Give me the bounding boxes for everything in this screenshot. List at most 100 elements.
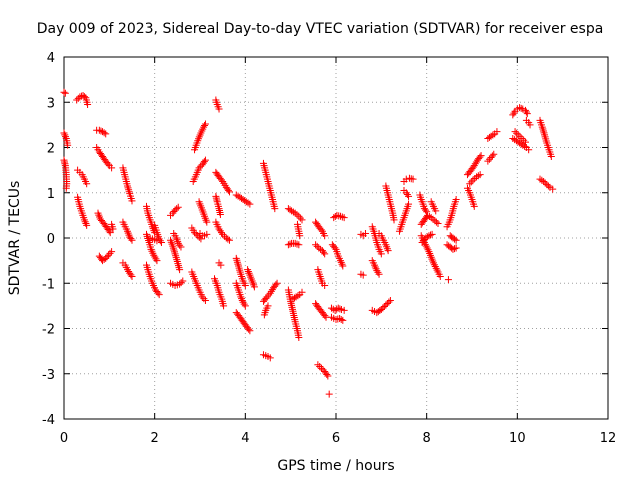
y-tick-label: 3 bbox=[47, 96, 55, 111]
data-point bbox=[484, 157, 492, 165]
x-tick-label: 6 bbox=[332, 431, 340, 446]
data-point bbox=[522, 108, 530, 116]
data-point bbox=[177, 243, 185, 251]
data-point bbox=[490, 150, 498, 158]
data-point bbox=[324, 372, 332, 380]
data-point bbox=[386, 296, 394, 304]
data-point bbox=[273, 279, 281, 287]
data-point bbox=[191, 229, 199, 237]
data-point bbox=[284, 241, 292, 249]
data-point bbox=[516, 104, 524, 112]
data-point bbox=[195, 164, 203, 172]
data-point bbox=[201, 120, 209, 128]
data-point bbox=[521, 142, 529, 150]
data-point bbox=[298, 288, 306, 296]
data-point bbox=[293, 211, 301, 219]
data-point bbox=[246, 200, 254, 208]
data-point bbox=[246, 327, 254, 335]
data-point bbox=[514, 131, 522, 139]
data-point bbox=[264, 302, 272, 310]
data-point bbox=[83, 221, 91, 229]
data-point bbox=[124, 184, 132, 192]
data-point bbox=[312, 241, 320, 249]
data-point bbox=[409, 175, 417, 183]
data-point bbox=[452, 244, 460, 252]
data-point bbox=[220, 232, 228, 240]
chart-title: Day 009 of 2023, Sidereal Day-to-day VTE… bbox=[37, 21, 604, 37]
data-point bbox=[291, 209, 299, 217]
data-point bbox=[173, 205, 181, 213]
data-point bbox=[64, 141, 72, 149]
data-point bbox=[271, 205, 279, 213]
data-point bbox=[60, 88, 68, 96]
data-point bbox=[102, 130, 110, 138]
data-point bbox=[384, 247, 392, 255]
data-point bbox=[296, 214, 304, 222]
data-point bbox=[436, 272, 444, 280]
data-point bbox=[95, 126, 103, 134]
data-point bbox=[493, 128, 501, 136]
data-point bbox=[106, 249, 114, 257]
data-point bbox=[272, 281, 280, 289]
data-point bbox=[152, 255, 160, 263]
data-point bbox=[338, 260, 346, 268]
data-point bbox=[62, 133, 70, 141]
data-point bbox=[128, 272, 136, 280]
data-point bbox=[337, 257, 345, 265]
data-point bbox=[151, 253, 159, 261]
data-point bbox=[62, 184, 70, 192]
data-point bbox=[176, 280, 184, 288]
data-point bbox=[293, 240, 301, 248]
data-point bbox=[509, 134, 517, 142]
data-point bbox=[157, 239, 165, 247]
data-point bbox=[203, 230, 211, 238]
data-point bbox=[513, 129, 521, 137]
data-point bbox=[179, 277, 187, 285]
data-point bbox=[487, 132, 495, 140]
data-point bbox=[286, 240, 294, 248]
data-point bbox=[334, 304, 342, 312]
x-tick-label: 10 bbox=[509, 431, 526, 446]
data-point bbox=[373, 267, 381, 275]
data-point bbox=[173, 236, 181, 244]
data-point bbox=[240, 300, 248, 308]
grid bbox=[64, 57, 608, 419]
y-axis-label: SDTVAR / TECUs bbox=[7, 181, 23, 296]
data-point bbox=[220, 302, 228, 310]
data-point bbox=[153, 257, 161, 265]
data-point bbox=[470, 162, 478, 170]
data-point bbox=[244, 267, 252, 275]
data-point bbox=[238, 295, 246, 303]
data-point bbox=[476, 171, 484, 179]
data-point bbox=[237, 293, 245, 301]
data-point bbox=[544, 182, 552, 190]
x-tick-label: 12 bbox=[600, 431, 617, 446]
data-point bbox=[192, 230, 200, 238]
data-point bbox=[425, 232, 433, 240]
data-point bbox=[127, 235, 135, 243]
data-point bbox=[216, 210, 224, 218]
data-point bbox=[451, 235, 459, 243]
data-point bbox=[477, 152, 485, 160]
data-point bbox=[488, 152, 496, 160]
data-point bbox=[125, 186, 133, 194]
data-point bbox=[265, 291, 273, 299]
data-point bbox=[73, 96, 81, 104]
data-point bbox=[217, 229, 225, 237]
data-point bbox=[403, 191, 411, 199]
data-point bbox=[374, 268, 382, 276]
data-point bbox=[549, 185, 557, 193]
data-point bbox=[241, 302, 249, 310]
data-point bbox=[385, 298, 393, 306]
data-point bbox=[541, 179, 549, 187]
data-point bbox=[127, 271, 135, 279]
data-point bbox=[263, 293, 271, 301]
data-point bbox=[216, 227, 224, 235]
data-point bbox=[201, 156, 209, 164]
data-point bbox=[197, 235, 205, 243]
data-point bbox=[390, 216, 398, 224]
data-point bbox=[156, 237, 164, 245]
data-point bbox=[380, 302, 388, 310]
data-point bbox=[340, 306, 348, 314]
data-point bbox=[428, 230, 436, 238]
